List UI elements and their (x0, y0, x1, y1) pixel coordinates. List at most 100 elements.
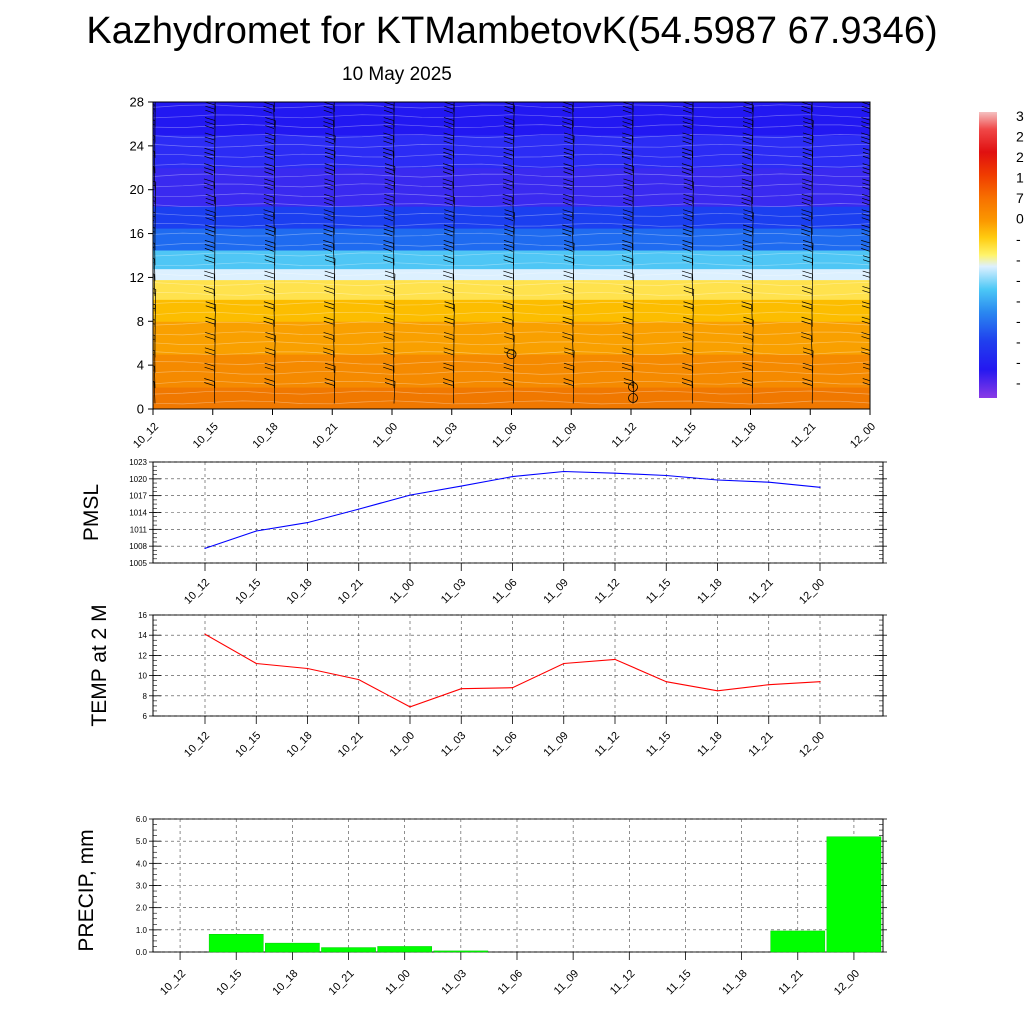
wind-barb-feather (563, 382, 574, 386)
wind-barb-feather (563, 186, 573, 191)
wind-barb (154, 181, 157, 204)
wind-barb-feather (683, 197, 693, 202)
panel-ylabel: TEMP at 2 M (88, 604, 111, 726)
calm-circle (628, 393, 638, 403)
wind-barb-feather (743, 102, 754, 106)
wind-barb (273, 197, 275, 220)
colorbar-label: 1 (1016, 170, 1024, 186)
wind-barb-feather (442, 186, 452, 191)
wind-barb-feather (443, 366, 453, 371)
wind-barb-feather (324, 301, 335, 306)
wind-barb-feather (562, 197, 573, 202)
wind-barb-feather (563, 259, 574, 264)
wind-barb-feather (153, 385, 154, 386)
colorbar-gradient (979, 112, 997, 398)
wind-barb-feather (562, 320, 573, 325)
wind-barb (213, 289, 216, 312)
wind-barb-feather (621, 259, 632, 264)
wind-barb-feather (384, 193, 395, 198)
wind-barb-feather (443, 125, 453, 129)
wind-barb-feather (743, 336, 753, 340)
xtick-label: 11_06 (490, 730, 520, 760)
wind-barb-feather (204, 362, 215, 367)
wind-barb-feather (384, 274, 395, 279)
wind-barb-feather (384, 201, 394, 206)
wind-barb-feather (264, 274, 274, 279)
wind-barb (512, 304, 514, 327)
wind-barb-feather (623, 270, 634, 275)
wind-barb-feather (503, 163, 514, 167)
wind-barb-feather (682, 336, 693, 340)
wind-barb-feather (802, 366, 813, 371)
wind-barb-feather (683, 209, 694, 214)
wind-barb-feather (323, 351, 333, 356)
wind-barb-feather (683, 193, 694, 198)
xtick-label: 11_18 (695, 730, 725, 760)
wind-barb-feather (383, 320, 394, 325)
wind-barb-feather (862, 163, 870, 167)
wind-barb-feather (503, 95, 512, 98)
wind-barb (273, 105, 275, 128)
wind-barb-feather (623, 290, 634, 294)
wind-barb-feather (621, 362, 633, 367)
ytick-label: 3.0 (136, 882, 148, 891)
wind-barb-feather (503, 351, 514, 356)
wind-barb-feather (682, 351, 693, 356)
wind-barb-feather (562, 332, 573, 336)
wind-barb-feather (323, 217, 333, 221)
wind-barb (452, 274, 455, 297)
wind-barb-feather (444, 209, 455, 214)
pmsl-panel: 1005 1008 1011 1014 1017 1020 1023 10_12 10_15 10… (80, 458, 887, 607)
wind-barb-feather (681, 163, 693, 167)
wind-barb (811, 120, 814, 143)
wind-barb-feather (443, 332, 455, 336)
wind-barb-feather (861, 336, 870, 340)
wind-barb-feather (861, 140, 870, 145)
wind-barb (632, 274, 635, 297)
wind-barb-feather (504, 125, 514, 129)
xtick-label: 11_15 (664, 968, 694, 998)
wind-barb-feather (622, 347, 633, 352)
wind-barb-feather (323, 105, 334, 110)
wind-barb-feather (622, 125, 632, 129)
wind-barb-feather (153, 211, 156, 214)
wind-barb-feather (623, 274, 634, 279)
wind-barb (274, 335, 276, 358)
wind-barb-feather (205, 305, 216, 310)
wind-barb-feather (153, 158, 154, 160)
wind-barb-feather (503, 362, 514, 367)
heatmap-xtick-label: 11_03 (430, 421, 460, 451)
wind-barb-feather (502, 286, 514, 290)
wind-barb-feather (204, 270, 215, 275)
wind-barb-feather (444, 197, 455, 202)
wind-barb (274, 243, 276, 266)
wind-barb-feather (503, 155, 513, 160)
wind-barb (153, 258, 156, 281)
xtick-label: 11_21 (746, 577, 776, 607)
wind-barb-feather (564, 132, 575, 137)
wind-barb (332, 350, 335, 373)
wind-barb-feather (384, 378, 396, 382)
wind-barb-feather (622, 132, 633, 137)
wind-barb-feather (741, 186, 751, 191)
wind-barb-feather (325, 140, 335, 145)
wind-barb-feather (683, 301, 694, 306)
wind-barb-feather (742, 151, 752, 156)
wind-barb-feather (264, 136, 275, 141)
wind-barb-feather (682, 147, 693, 152)
wind-barb (691, 381, 694, 404)
wind-barb-feather (563, 178, 574, 183)
panel-ylabel: PRECIP, mm (75, 829, 98, 951)
wind-barb-feather (742, 91, 751, 94)
wind-barb-feather (324, 305, 334, 310)
wind-barb (572, 135, 575, 158)
wind-barb-feather (264, 132, 276, 137)
wind-barb-feather (323, 316, 334, 321)
wind-barb-feather (802, 91, 811, 94)
wind-barb-feather (384, 182, 395, 187)
wind-barb-feather (861, 228, 870, 233)
ytick-label: 1.0 (136, 926, 148, 935)
wind-barb-feather (801, 332, 812, 336)
wind-barb-feather (445, 87, 455, 90)
wind-barb-feather (204, 274, 214, 279)
